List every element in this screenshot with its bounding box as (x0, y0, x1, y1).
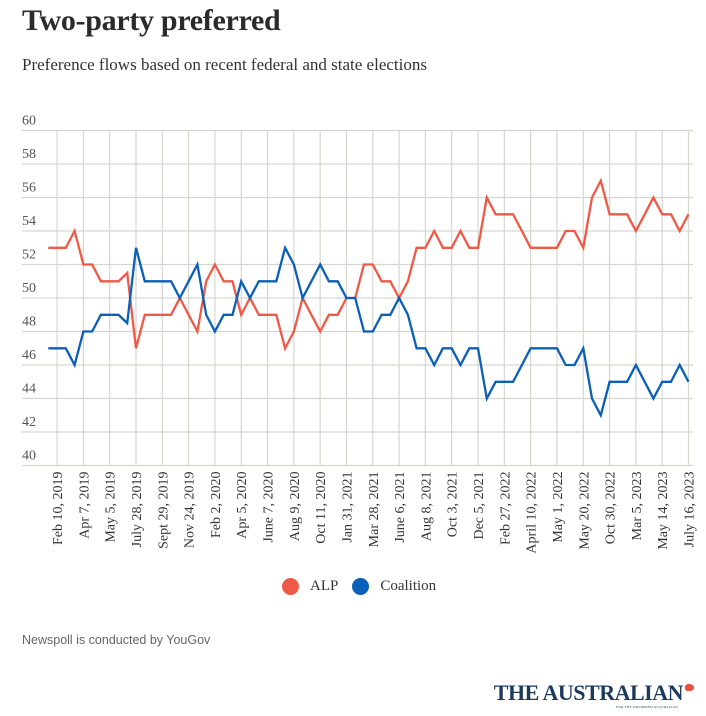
legend-item-coalition[interactable]: Coalition (352, 578, 436, 595)
x-tick-label: July 16, 2023 (683, 472, 698, 548)
brand-logo[interactable]: THE AUSTRALIAN FOR THE INFORMED AUSTRALI… (493, 680, 694, 709)
x-tick-label: Oct 30, 2022 (604, 472, 619, 545)
chart-title: Two-party preferred (22, 4, 281, 37)
y-tick-label: 48 (22, 315, 36, 330)
x-tick-label: Oct 3, 2021 (446, 472, 461, 538)
australia-map-icon (685, 684, 694, 691)
brand-tagline: FOR THE INFORMED AUSTRALIAN (615, 705, 678, 709)
x-axis-tick-labels: Feb 10, 2019 Apr 7, 2019 May 5, 2019 July 2… (51, 472, 697, 554)
legend-item-alp[interactable]: ALP (282, 578, 338, 595)
x-tick-label: Sept 29, 2019 (156, 472, 171, 549)
x-tick-label: July 28, 2019 (130, 472, 145, 548)
source-note: Newspoll is conducted by YouGov (22, 633, 211, 647)
y-tick-label: 42 (22, 415, 36, 430)
y-tick-label: 60 (22, 114, 36, 129)
x-tick-label: April 10, 2022 (525, 472, 540, 554)
series-line-coalition (48, 244, 690, 419)
x-tick-label: Apr 5, 2020 (235, 472, 250, 539)
legend: ALP Coalition (282, 578, 450, 595)
x-tick-label: Aug 9, 2020 (288, 472, 303, 542)
legend-swatch-alp (282, 578, 299, 595)
x-tick-label: Oct 11, 2020 (314, 472, 329, 544)
series-lines (48, 177, 690, 419)
x-tick-label: Feb 10, 2019 (51, 472, 66, 546)
y-tick-label: 46 (22, 348, 36, 363)
y-axis-tick-labels: 40 42 44 46 48 50 52 54 56 58 60 (22, 114, 36, 464)
x-tick-label: Jan 31, 2021 (340, 472, 355, 543)
y-tick-label: 56 (22, 181, 36, 196)
horizontal-gridlines (22, 129, 693, 467)
x-tick-label: Apr 7, 2019 (77, 472, 92, 539)
x-tick-label: Mar 28, 2021 (367, 472, 382, 548)
y-tick-label: 40 (22, 449, 36, 464)
vertical-gridlines (56, 130, 690, 466)
x-tick-label: June 6, 2021 (393, 472, 408, 543)
x-tick-label: Nov 24, 2019 (183, 472, 198, 549)
brand-name: THE AUSTRALIAN (493, 680, 684, 705)
x-tick-label: Feb 27, 2022 (498, 472, 513, 546)
y-tick-label: 54 (22, 214, 36, 229)
x-tick-label: May 1, 2022 (551, 472, 566, 543)
chart-subtitle: Preference flows based on recent federal… (22, 55, 427, 74)
x-tick-label: May 14, 2023 (656, 472, 671, 550)
x-tick-label: Dec 5, 2021 (472, 472, 487, 540)
legend-label-alp: ALP (310, 578, 339, 594)
legend-swatch-coalition (352, 578, 370, 595)
series-line-alp (48, 177, 690, 352)
y-tick-label: 44 (22, 382, 36, 397)
x-tick-label: Mar 5, 2023 (630, 472, 645, 541)
x-tick-label: Aug 8, 2021 (419, 472, 434, 542)
x-tick-label: May 5, 2019 (104, 472, 119, 543)
y-tick-label: 52 (22, 248, 36, 263)
y-tick-label: 50 (22, 281, 36, 296)
x-tick-label: Feb 2, 2020 (209, 472, 224, 539)
y-tick-label: 58 (22, 147, 36, 162)
x-tick-label: May 20, 2022 (577, 472, 592, 550)
x-tick-label: June 7, 2020 (262, 472, 277, 543)
legend-label-coalition: Coalition (380, 578, 437, 594)
